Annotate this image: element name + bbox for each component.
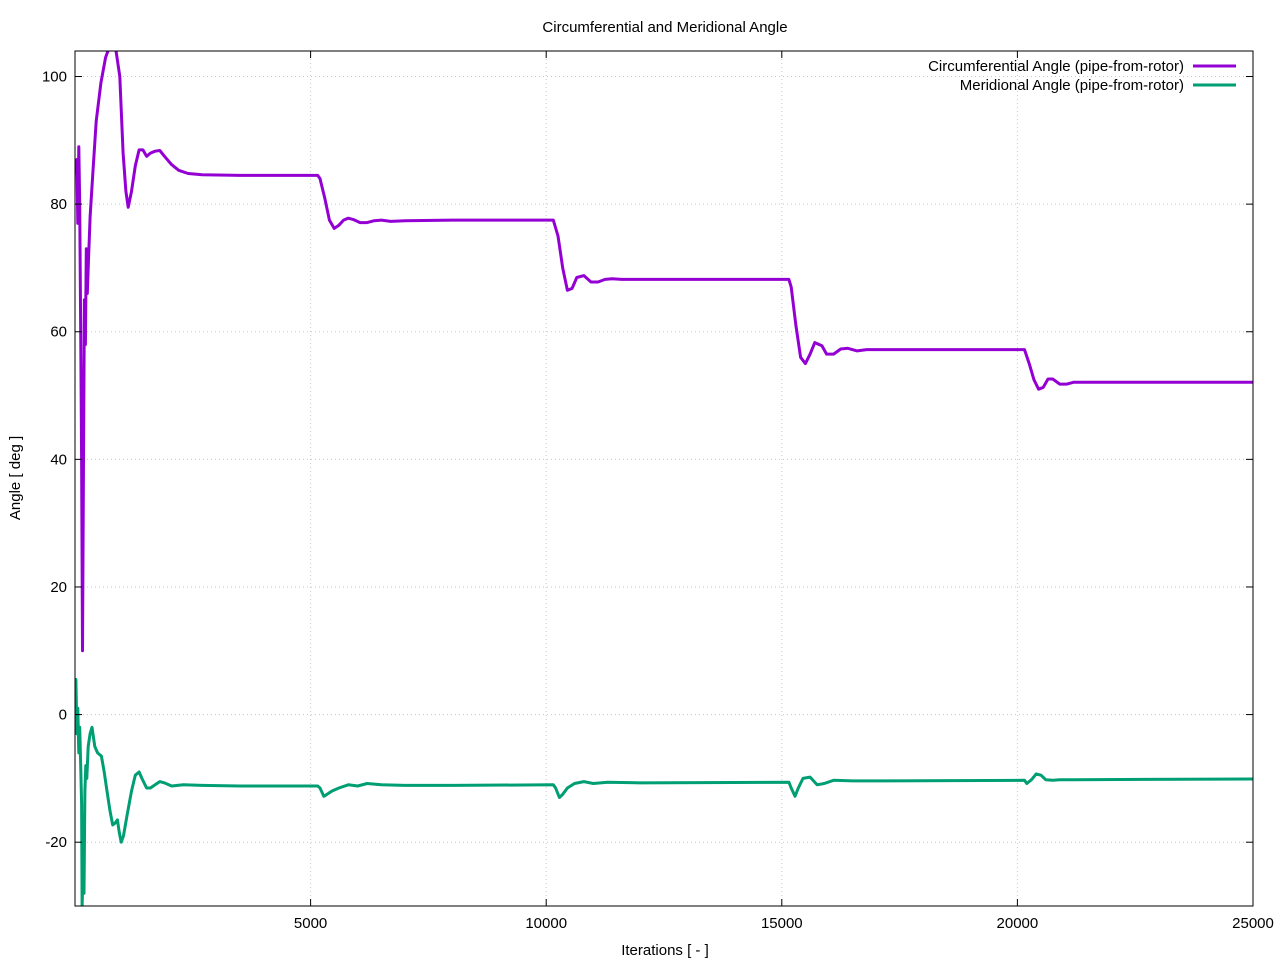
y-tick-label: 60 [50,324,67,341]
series-line-1 [75,51,1253,653]
y-tick-label: 20 [50,579,67,596]
y-tick-label: 100 [42,69,67,86]
y-axis-label: Angle [ deg ] [7,436,24,520]
legend: Circumferential Angle (pipe-from-rotor) M… [928,58,1236,94]
y-tick-label: -20 [45,834,67,851]
legend-label: Meridional Angle (pipe-from-rotor) [960,77,1184,94]
x-tick-label: 10000 [525,915,567,932]
grid-layer [75,51,1254,906]
x-axis-label: Iterations [ - ] [621,942,709,959]
y-tick-label: 80 [50,196,67,213]
x-tick-label: 20000 [997,915,1039,932]
x-tick-label: 5000 [294,915,327,932]
y-tick-label: 0 [59,707,67,724]
series-layer [75,51,1253,906]
plot-frame [74,50,1254,907]
x-tick-label: 15000 [761,915,803,932]
tick-layer: 5000 10000 15000 20000 25000 -20 0 20 40 60 80 100 [42,51,1274,932]
series-line-2 [75,678,1253,906]
legend-label: Circumferential Angle (pipe-from-rotor) [928,58,1184,75]
x-tick-label: 25000 [1232,915,1274,932]
chart-title: Circumferential and Meridional Angle [542,19,787,36]
y-tick-label: 40 [50,451,67,468]
